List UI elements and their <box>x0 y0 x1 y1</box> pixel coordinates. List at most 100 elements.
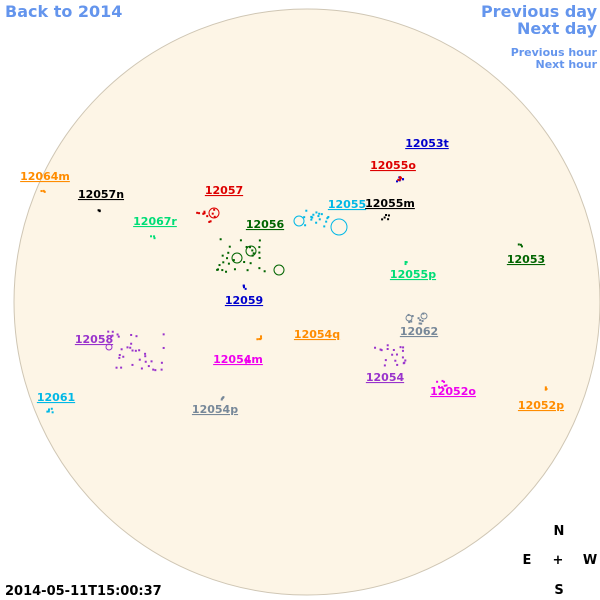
region-label[interactable]: 12067r <box>133 215 177 228</box>
spot <box>130 342 133 345</box>
spot <box>51 411 54 414</box>
spot <box>312 213 315 216</box>
spot <box>226 257 229 260</box>
spot <box>40 190 43 193</box>
spot <box>421 320 424 323</box>
previous-day-link[interactable]: Previous day <box>481 2 598 21</box>
spot <box>260 335 263 338</box>
region-label[interactable]: 12059 <box>225 294 263 307</box>
spots <box>40 176 548 414</box>
spot <box>384 359 387 362</box>
spot <box>213 215 216 218</box>
spot <box>402 362 405 365</box>
region-label[interactable]: 12054p <box>192 403 238 416</box>
spot <box>144 352 147 355</box>
spot <box>418 322 421 325</box>
region-label[interactable]: 12058 <box>75 333 113 346</box>
spot <box>436 380 439 383</box>
spot <box>544 386 547 389</box>
spot <box>392 348 395 351</box>
spot <box>387 218 390 221</box>
region-label[interactable]: 12055o <box>370 159 416 172</box>
spot <box>258 267 261 270</box>
spot <box>221 269 224 272</box>
spot <box>107 330 110 333</box>
region-label[interactable]: 12057n <box>78 188 124 201</box>
spot <box>160 361 163 364</box>
spot <box>258 239 261 242</box>
region-label[interactable]: 12062 <box>400 325 438 338</box>
previous-hour-link[interactable]: Previous hour <box>511 46 598 59</box>
spot <box>401 356 404 359</box>
spot <box>131 349 134 352</box>
spot <box>246 269 249 272</box>
spot <box>117 335 120 338</box>
spot <box>258 256 261 259</box>
spot <box>396 363 399 366</box>
region-label[interactable]: 12054q <box>294 328 340 341</box>
spot <box>325 220 328 223</box>
spot <box>152 368 155 371</box>
spot <box>249 262 252 265</box>
spot <box>218 264 221 267</box>
spot <box>437 385 440 388</box>
spot <box>203 212 206 215</box>
region-label[interactable]: 12055m <box>365 197 415 210</box>
spot <box>387 214 390 217</box>
spot-ring <box>330 218 348 236</box>
spot <box>206 215 209 218</box>
spot <box>397 178 400 181</box>
region-label[interactable]: 12056 <box>246 218 285 231</box>
spot <box>213 208 216 211</box>
spot <box>399 178 402 181</box>
spot-ring <box>105 343 113 351</box>
spot <box>140 367 143 370</box>
spot <box>417 317 420 320</box>
spot <box>386 344 389 347</box>
spot <box>386 348 389 351</box>
next-day-link[interactable]: Next day <box>517 19 598 38</box>
spot <box>320 213 323 216</box>
back-link[interactable]: Back to 2014 <box>5 2 122 21</box>
spot <box>317 215 320 218</box>
region-label[interactable]: 12052p <box>518 399 564 412</box>
region-label[interactable]: 12054m <box>213 353 263 366</box>
spot <box>232 259 235 262</box>
region-label[interactable]: 12055p <box>390 268 436 281</box>
next-hour-link[interactable]: Next hour <box>536 58 598 71</box>
spot <box>405 261 408 264</box>
spot <box>111 330 114 333</box>
spot <box>217 268 220 271</box>
spot <box>374 346 377 349</box>
spot <box>131 363 134 366</box>
spot <box>120 348 123 351</box>
compass-south: S <box>554 583 563 598</box>
spot <box>245 361 248 364</box>
spot <box>445 384 448 387</box>
spot <box>221 397 224 400</box>
spot <box>383 364 386 367</box>
spot <box>209 220 212 223</box>
spot <box>126 346 129 349</box>
spot <box>256 338 259 341</box>
spot <box>443 384 446 387</box>
spot <box>402 178 405 181</box>
spot <box>48 408 51 411</box>
spot <box>160 368 163 371</box>
spot <box>326 217 329 220</box>
region-label[interactable]: 12052o <box>430 385 476 398</box>
region-label[interactable]: 12064m <box>20 170 70 183</box>
region-label[interactable]: 12053t <box>405 137 449 150</box>
spot <box>379 348 382 351</box>
region-label[interactable]: 12053 <box>507 253 545 266</box>
region-label[interactable]: 12057 <box>205 184 243 197</box>
spot <box>98 210 101 213</box>
spot <box>198 212 201 215</box>
spot <box>396 180 399 183</box>
region-label[interactable]: 12055 <box>328 198 366 211</box>
region-label[interactable]: 12054 <box>366 371 405 384</box>
spot <box>129 346 132 349</box>
region-label[interactable]: 12061 <box>37 391 75 404</box>
spot <box>419 319 422 322</box>
spot <box>208 220 211 223</box>
